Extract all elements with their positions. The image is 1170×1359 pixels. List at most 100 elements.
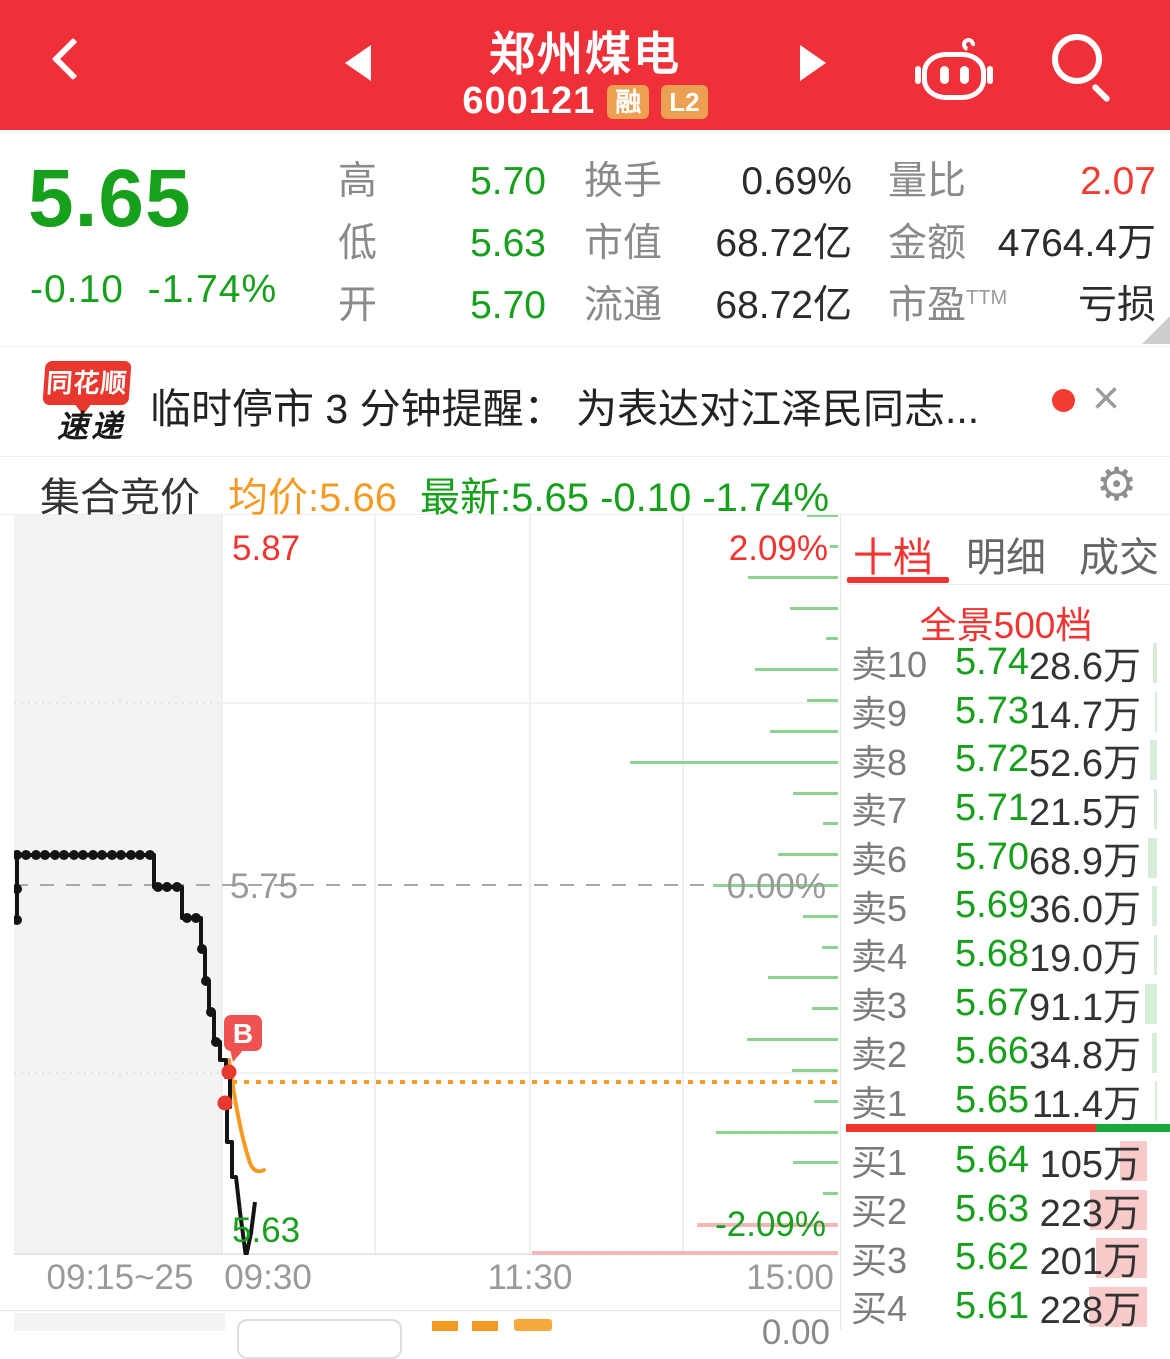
depth-bar-sell: [822, 946, 838, 949]
margin-badge[interactable]: 融: [607, 84, 650, 119]
chart-header: 集合竞价 均价:5.66 最新:5.65 -0.10 -1.74% ⚙: [0, 457, 1170, 520]
active-tab-underline: [847, 577, 949, 583]
depth-bar-sell: [768, 976, 838, 979]
unread-dot: [1052, 389, 1075, 412]
level-label: 卖6: [851, 839, 908, 881]
panorama-500-link[interactable]: 全景500档: [919, 605, 1093, 646]
buy-level-row[interactable]: 买4 5.61 228万: [841, 1282, 1170, 1332]
level-volume: 201万: [1039, 1241, 1141, 1284]
level-volume: 52.6万: [1029, 743, 1141, 786]
trade-dot: [221, 1064, 237, 1080]
buy-level-row[interactable]: 买3 5.62 201万: [841, 1233, 1170, 1284]
level-price: 5.65: [955, 1079, 1029, 1122]
level-label: 卖9: [851, 693, 908, 735]
depth-bar-sell: [814, 1100, 838, 1103]
stat-value: 5.70: [470, 160, 546, 203]
stat-row: 量比 2.07: [888, 150, 1156, 206]
time-tick: 11:30: [487, 1258, 573, 1297]
next-stock-icon[interactable]: [800, 45, 826, 81]
level-price: 5.74: [955, 640, 1029, 683]
tab-成交[interactable]: 成交: [1079, 536, 1159, 580]
expand-corner-handle[interactable]: [1142, 316, 1170, 344]
stat-value: 2.07: [1080, 160, 1156, 203]
volume-minibar: [1150, 740, 1157, 781]
buy-flag[interactable]: [224, 1015, 262, 1051]
sell-level-row[interactable]: 卖8 5.72 52.6万: [841, 735, 1170, 786]
level-label: 卖3: [851, 985, 908, 1027]
level-volume: 105万: [1039, 1143, 1141, 1186]
level-label: 买3: [851, 1239, 908, 1281]
depth-bar-sell: [713, 884, 838, 887]
indicator-button[interactable]: [237, 1319, 402, 1359]
sell-level-row[interactable]: 卖2 5.66 34.8万: [841, 1028, 1170, 1077]
tab-十档[interactable]: 十档: [853, 536, 933, 580]
stat-row: 低 5.63: [338, 212, 546, 268]
sell-level-row[interactable]: 卖6 5.70 68.9万: [841, 833, 1170, 883]
depth-bar-sell: [792, 1069, 838, 1072]
indicator-value: 0.00: [761, 1313, 830, 1352]
latest-price-label: 最新:5.65 -0.10 -1.74%: [420, 476, 830, 520]
stock-title: 郑州煤电: [489, 28, 681, 80]
stat-row: 市盈TTM 亏损: [888, 274, 1156, 330]
sell-level-row[interactable]: 卖3 5.67 91.1万: [841, 979, 1170, 1029]
level-price: 5.68: [955, 932, 1029, 975]
depth-bar-sell: [812, 1007, 838, 1010]
volume-minibar: [1152, 1032, 1157, 1073]
assistant-robot-icon[interactable]: [915, 35, 994, 102]
depth-bar-sell: [755, 668, 838, 671]
sell-level-row[interactable]: 卖10 5.74 28.6万: [841, 638, 1170, 688]
sell-level-row[interactable]: 卖5 5.69 36.0万: [841, 881, 1170, 932]
news-banner[interactable]: 同花顺 速递 临时停市 3 分钟提醒： 为表达对江泽民同志... ×: [0, 347, 1170, 457]
depth-bar-sell: [778, 853, 838, 856]
trade-dot: [217, 1095, 233, 1111]
sell-level-row[interactable]: 卖9 5.73 14.7万: [841, 687, 1170, 737]
sell-level-row[interactable]: 卖4 5.68 19.0万: [841, 930, 1170, 980]
gear-icon[interactable]: ⚙: [1096, 458, 1138, 510]
level-volume: 36.0万: [1029, 889, 1141, 932]
volume-minibar: [1148, 837, 1157, 878]
stat-row: 市值 68.72亿: [584, 212, 852, 268]
stat-label: 流通: [584, 284, 663, 327]
tab-明细[interactable]: 明细: [966, 536, 1046, 580]
depth-bar-sell: [793, 1161, 838, 1164]
time-tick: 15:00: [746, 1258, 834, 1297]
sell-level-row[interactable]: 卖7 5.71 21.5万: [841, 784, 1170, 834]
close-icon[interactable]: ×: [1092, 372, 1121, 425]
depth-bar-sell: [807, 515, 838, 517]
quote-summary[interactable]: 5.65 -0.10 -1.74% 高 5.70 低 5.63 开 5.70 换手 0.69…: [0, 130, 1170, 347]
stat-row: 流通 68.72亿: [584, 274, 852, 330]
volume-minibar: [1152, 886, 1157, 927]
level-label: 买2: [851, 1191, 908, 1233]
auction-zone-strip: [14, 1313, 225, 1331]
chart-canvas[interactable]: B: [14, 515, 838, 1255]
level-label: 卖1: [851, 1082, 908, 1124]
legend-swatch: [514, 1319, 552, 1331]
volume-minibar: [1154, 935, 1157, 976]
stat-row: 开 5.70: [338, 274, 546, 330]
sell-levels: 卖10 5.74 28.6万 卖9 5.73 14.7万 卖8 5.72 52.6万 卖7 5.71…: [841, 638, 1170, 1126]
buy-sell-ratio-bar: [846, 1124, 1170, 1132]
avg-price-curve: [227, 1058, 266, 1174]
level-price: 5.69: [955, 884, 1029, 927]
auction-mode-label[interactable]: 集合竞价: [40, 476, 200, 520]
stock-code-row: 600121 融 L2: [0, 80, 1170, 123]
depth-bar-sell: [770, 730, 838, 733]
depth-bar-sell: [823, 822, 838, 825]
news-headline[interactable]: 临时停市 3 分钟提醒： 为表达对江泽民同志...: [150, 386, 980, 432]
search-icon[interactable]: [1052, 34, 1111, 103]
level2-badge[interactable]: L2: [661, 84, 708, 119]
buy-level-row[interactable]: 买1 5.64 105万: [841, 1136, 1170, 1186]
buy-level-row[interactable]: 买2 5.63 223万: [841, 1185, 1170, 1235]
logo-tail: [74, 403, 92, 415]
level-label: 卖7: [851, 790, 908, 832]
buy-levels: 买1 5.64 105万 买2 5.63 223万 买3 5.62 201万 买4 5.61 228万: [841, 1136, 1170, 1332]
sell-level-row[interactable]: 卖1 5.65 11.4万: [841, 1076, 1170, 1126]
stat-value: 4764.4万: [997, 222, 1156, 265]
legend-glyph: [432, 1321, 458, 1331]
intraday-chart[interactable]: B 5.87 2.09% 5.75 0.00% 5.63 -2.09%: [14, 515, 838, 1255]
prev-stock-icon[interactable]: [345, 45, 371, 81]
stat-label: 金额: [888, 222, 967, 265]
depth-bar-sell: [830, 545, 838, 548]
level-price: 5.62: [955, 1236, 1029, 1279]
stat-col-turnover-cap: 换手 0.69% 市值 68.72亿 流通 68.72亿: [584, 150, 852, 330]
